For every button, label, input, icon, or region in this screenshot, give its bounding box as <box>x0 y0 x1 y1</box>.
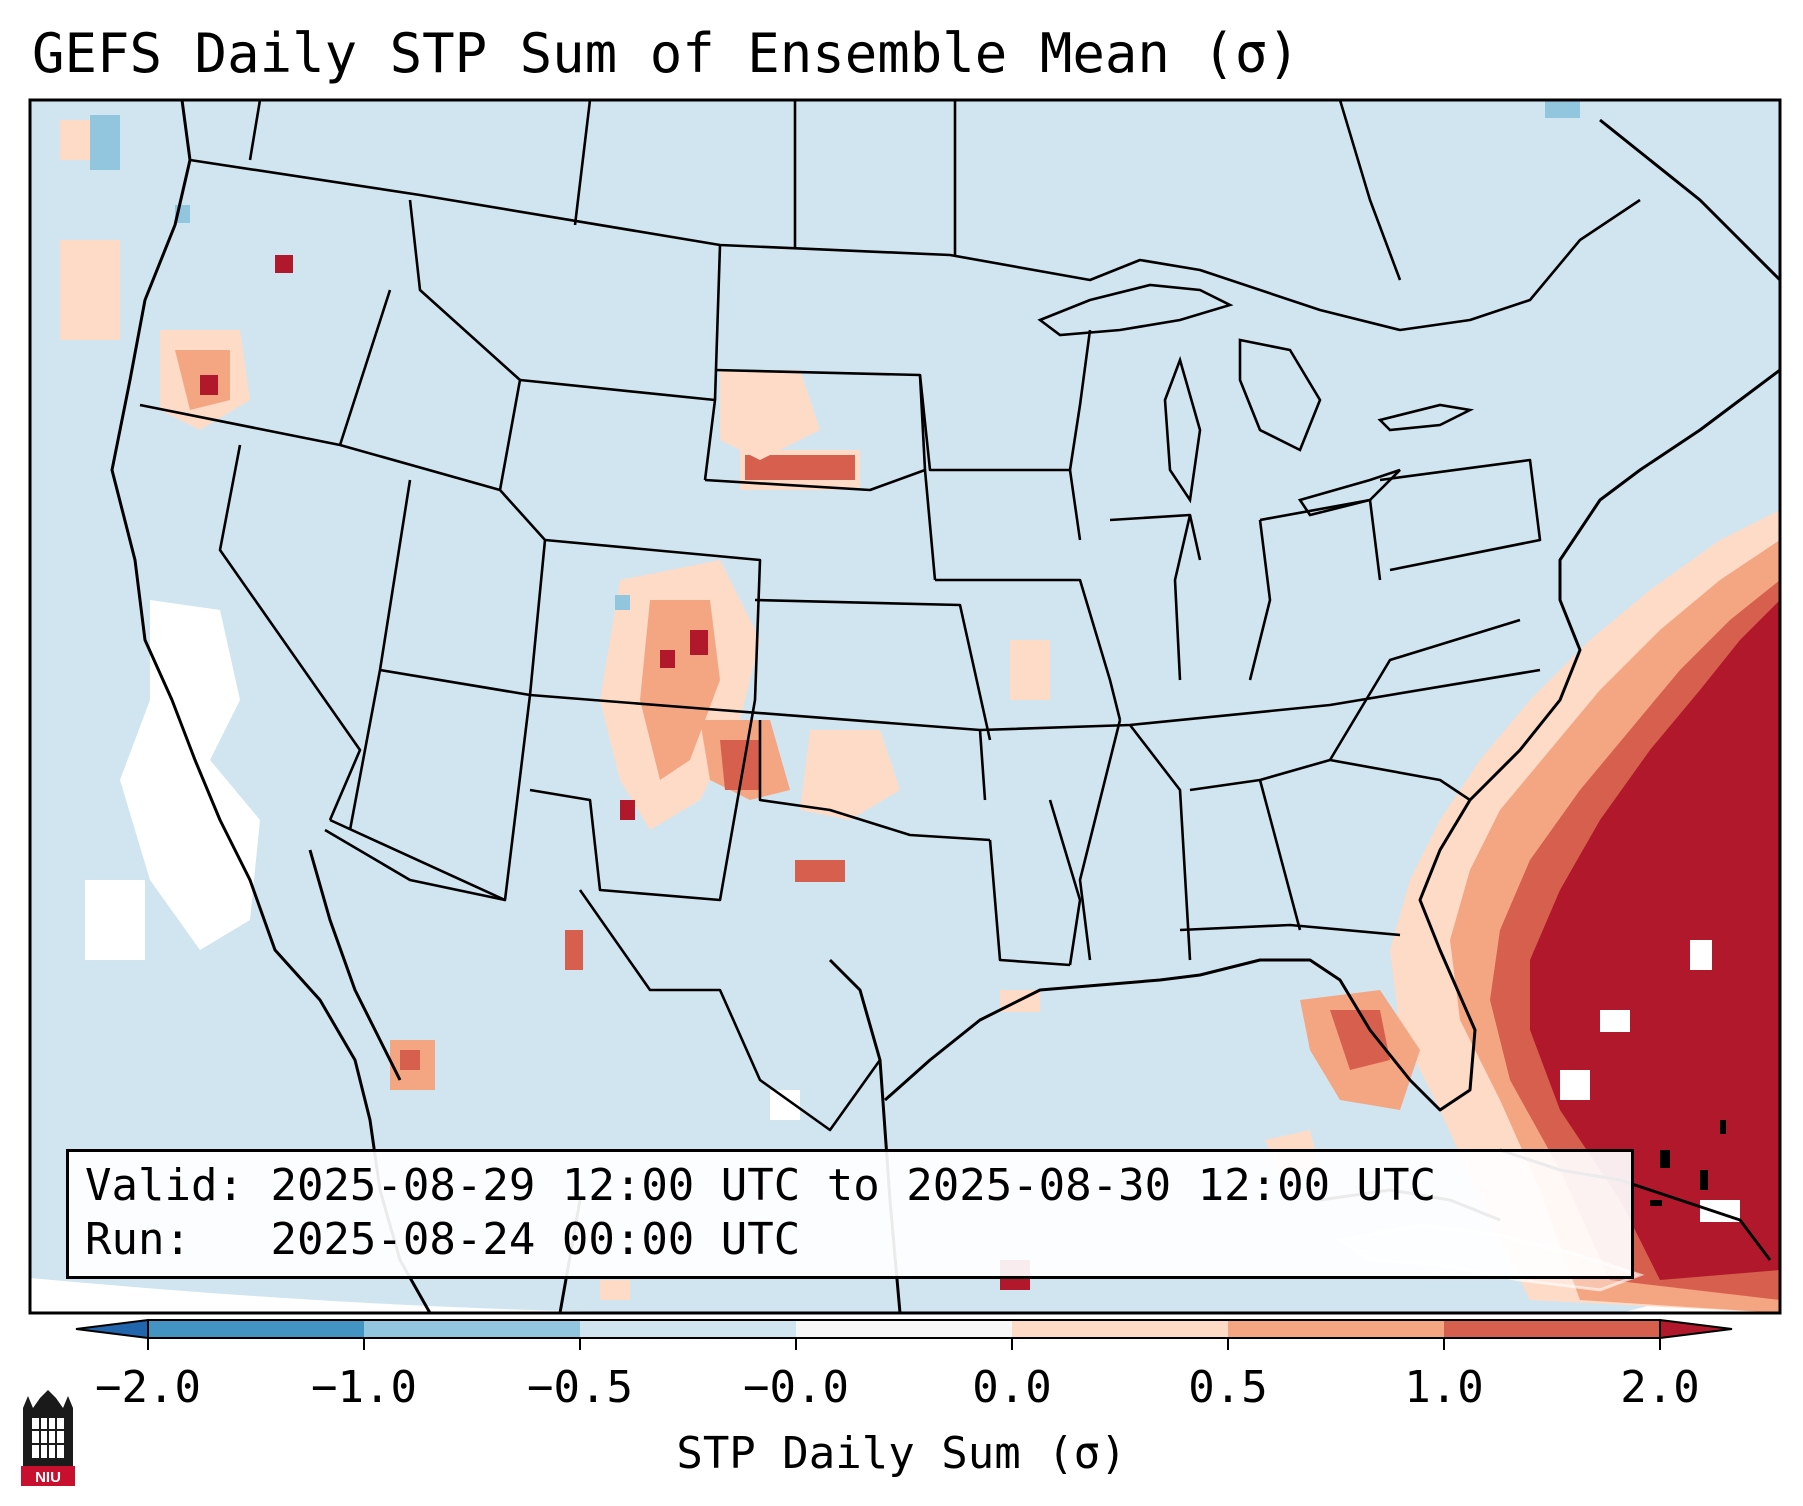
colorbar-tick-label: 2.0 <box>1620 1362 1700 1413</box>
valid-value: 2025-08-29 12:00 UTC to 2025-08-30 12:00… <box>270 1160 1437 1211</box>
colorbar-title: STP Daily Sum (σ) <box>676 1428 1127 1479</box>
colorbar-segment <box>1444 1320 1661 1338</box>
colorbar-tick-label: −0.5 <box>527 1362 633 1413</box>
stp-field-plains <box>60 120 1050 1300</box>
great-lakes <box>1037 283 1475 517</box>
logo-text: NIU <box>35 1469 61 1486</box>
colorbar-tick-label: 1.0 <box>1404 1362 1484 1413</box>
colorbar-extend-low <box>75 1318 149 1340</box>
valid-label: Valid: <box>85 1160 244 1211</box>
colorbar-segment <box>148 1320 365 1338</box>
run-value: 2025-08-24 00:00 UTC <box>270 1214 801 1265</box>
colorbar-segment <box>1012 1320 1229 1338</box>
chart-title: GEFS Daily STP Sum of Ensemble Mean (σ) <box>32 22 1300 85</box>
run-line: Run: 2025-08-24 00:00 UTC <box>85 1214 800 1265</box>
colorbar-segment <box>364 1320 581 1338</box>
niu-logo-icon: NIU <box>18 1388 78 1492</box>
state-borders <box>139 100 1641 1132</box>
info-box: Valid: 2025-08-29 12:00 UTC to 2025-08-3… <box>66 1149 1634 1279</box>
projection-edge <box>30 1278 700 1313</box>
colorbar-segment <box>580 1320 797 1338</box>
colorbar-tick-label: −2.0 <box>95 1362 201 1413</box>
bahamas-islands <box>1650 1120 1726 1206</box>
stp-field-positive <box>1265 510 1780 1313</box>
colorbar-extend-high <box>1659 1318 1733 1340</box>
colorbar-outline <box>147 1319 1661 1339</box>
map-frame <box>28 98 1782 1315</box>
colorbar-tick-label: −1.0 <box>311 1362 417 1413</box>
colorbar-segment <box>796 1320 1013 1338</box>
colorbar-tick-label: −0.0 <box>743 1362 849 1413</box>
colorbar-segment <box>1228 1320 1445 1338</box>
colorbar <box>75 1318 1733 1350</box>
colorbar-tick-label: 0.0 <box>972 1362 1052 1413</box>
run-label: Run: <box>85 1214 191 1265</box>
valid-line: Valid: 2025-08-29 12:00 UTC to 2025-08-3… <box>85 1160 1436 1211</box>
colorbar-tick-label: 0.5 <box>1188 1362 1268 1413</box>
